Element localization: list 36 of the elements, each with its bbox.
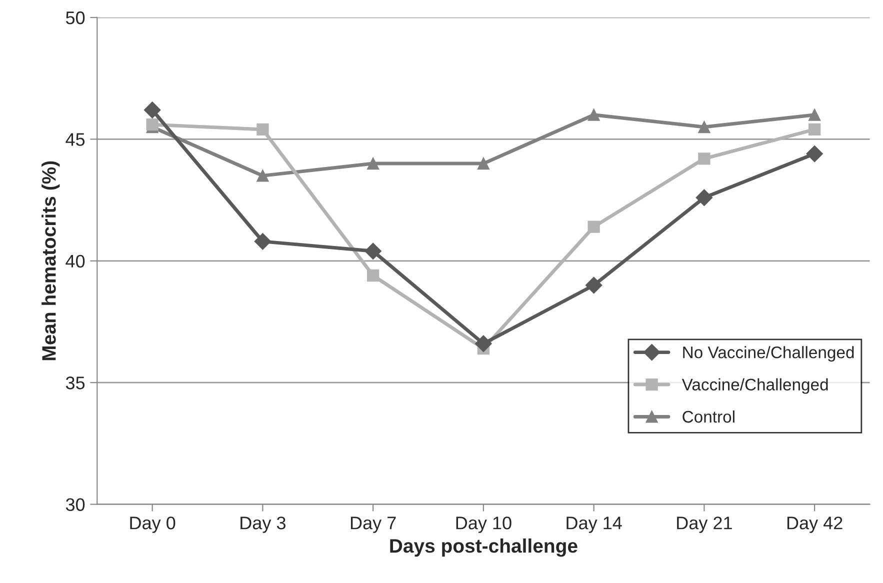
y-tick-label: 45: [66, 133, 85, 146]
legend-label: Vaccine/Challenged: [682, 378, 828, 394]
x-axis-title: Days post-challenge: [390, 538, 578, 557]
point: [364, 242, 382, 260]
x-tick-label: Day 21: [677, 516, 732, 533]
point: [256, 170, 269, 182]
y-axis-title: Mean hematocrits (%): [42, 161, 60, 360]
x-tick-label: Day 7: [350, 516, 396, 533]
point: [808, 108, 821, 121]
y-tick-label: 50: [66, 11, 85, 24]
x-tick-label: Day 42: [787, 516, 842, 533]
point: [144, 102, 161, 118]
point: [698, 120, 710, 134]
y-tick-label: 30: [66, 498, 85, 512]
point: [808, 123, 821, 136]
point: [588, 108, 600, 121]
point: [366, 157, 380, 170]
point: [146, 118, 158, 131]
legend-label: No Vaccine/Challenged: [683, 346, 854, 362]
x-tick-label: Day 10: [456, 516, 512, 533]
point: [475, 335, 492, 352]
point: [585, 276, 602, 294]
x-tick-label: Day 14: [566, 516, 622, 533]
point: [477, 157, 490, 170]
point: [256, 123, 269, 136]
point: [696, 189, 713, 206]
point: [588, 220, 600, 233]
point: [698, 152, 710, 165]
point: [806, 145, 823, 162]
point: [254, 233, 272, 250]
y-tick-label: 35: [66, 376, 85, 390]
y-tick-label: 40: [66, 254, 85, 268]
point: [366, 269, 380, 282]
legend-label: Control: [682, 410, 734, 423]
x-tick-label: Day 3: [240, 516, 286, 533]
x-tick-label: Day 0: [130, 516, 176, 533]
